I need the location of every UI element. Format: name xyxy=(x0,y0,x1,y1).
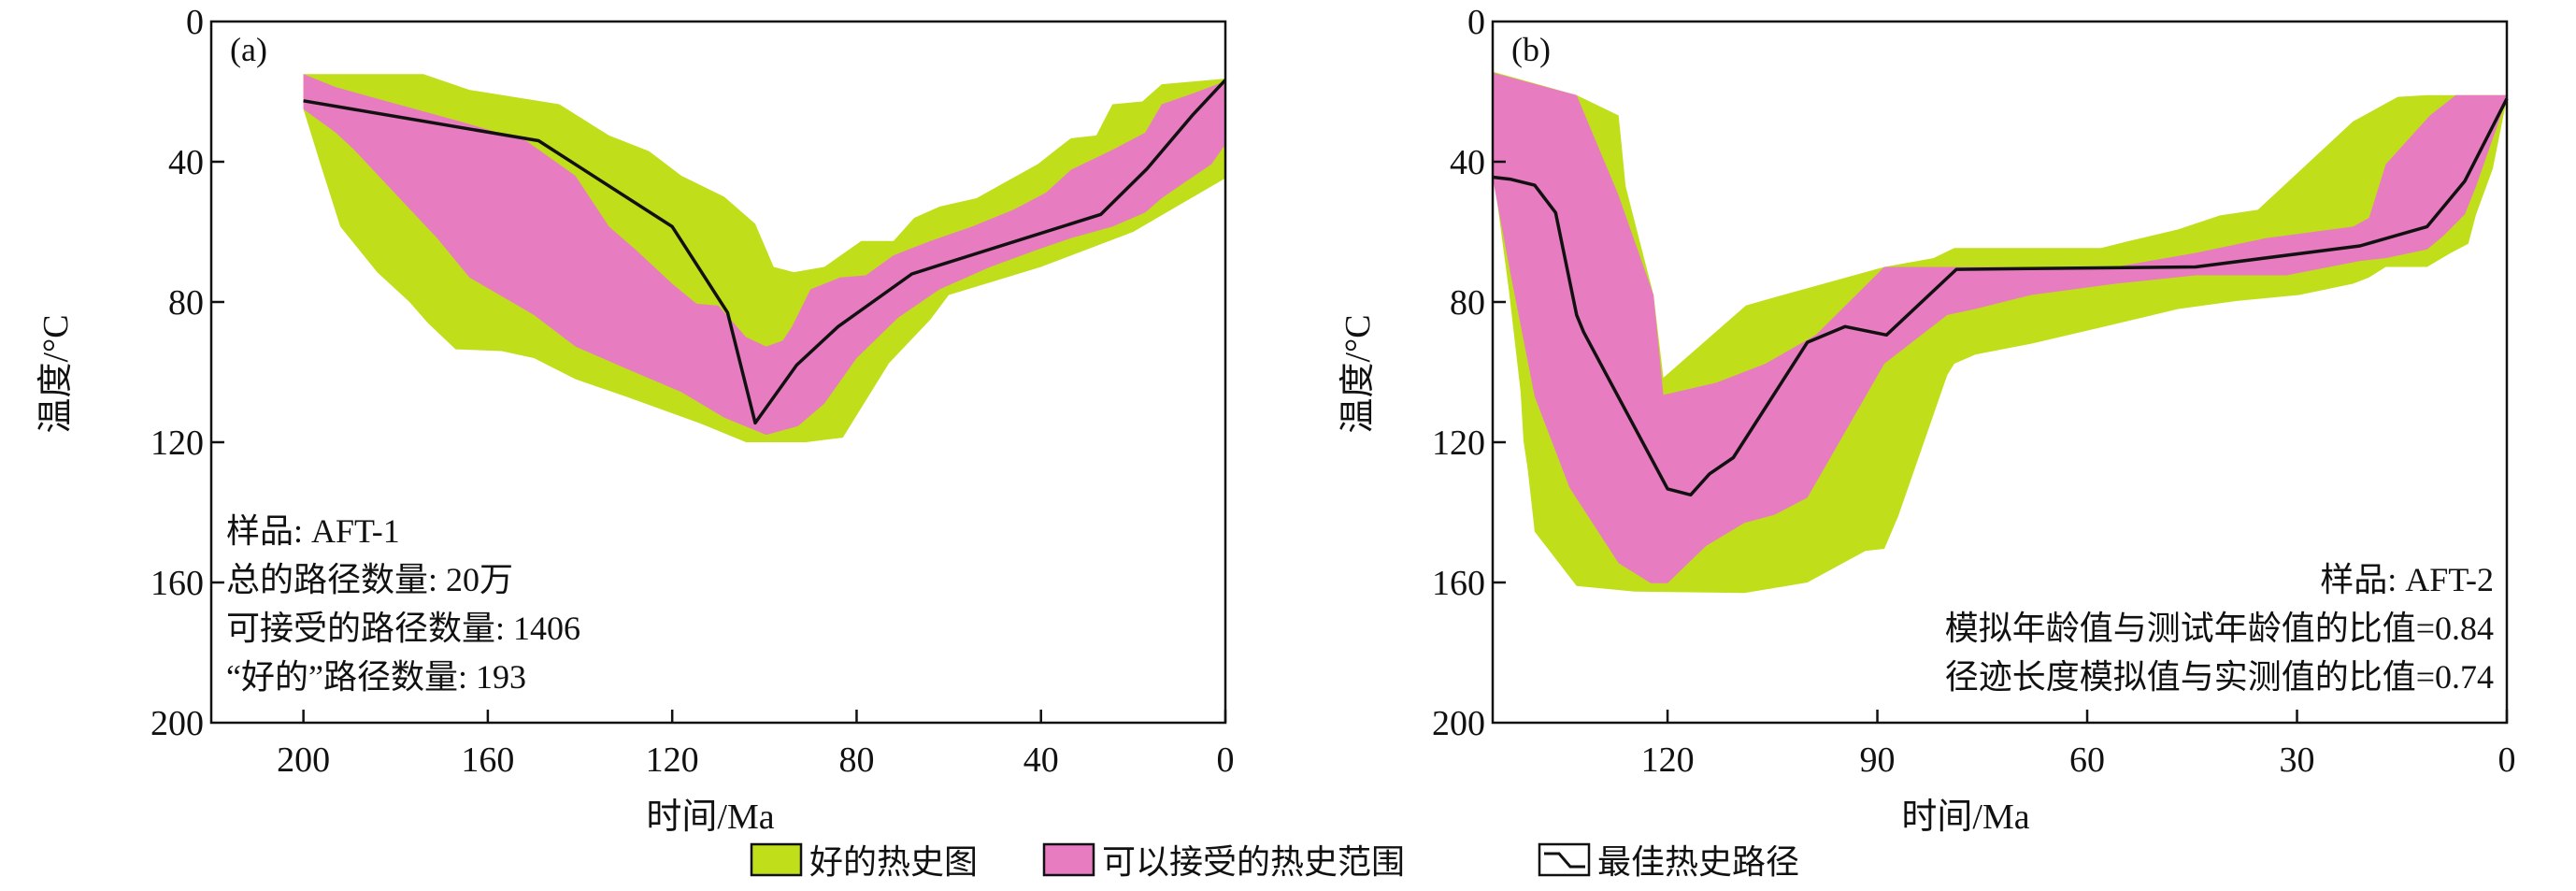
legend-best-path-icon xyxy=(1544,852,1585,869)
y-tick-label: 80 xyxy=(1450,283,1485,323)
annotation-text: 总的路径数量: 20万 xyxy=(226,561,513,598)
annotation-text: 模拟年龄值与测试年龄值的比值=0.84 xyxy=(1945,610,2494,647)
panel-label: (b) xyxy=(1511,31,1551,68)
x-tick-label: 160 xyxy=(461,740,514,780)
y-axis-label: 温度/°C xyxy=(1338,314,1378,433)
y-tick-label: 160 xyxy=(1432,564,1485,603)
x-axis-label: 时间/Ma xyxy=(1901,798,2029,837)
panel-a: 200 160 120 80 40 0 0 40 80 120 160 200 时间/Ma 温度/°C (a… xyxy=(36,3,1235,837)
acceptable-envelope-area xyxy=(303,74,1226,436)
y-tick-label: 0 xyxy=(1467,3,1485,42)
legend-label-acceptable: 可以接受的热史范围 xyxy=(1102,843,1405,881)
y-tick-label: 200 xyxy=(1432,704,1485,743)
y-axis-label: 温度/°C xyxy=(36,314,76,433)
annotation-text: 径迹长度模拟值与实测值的比值=0.74 xyxy=(1945,658,2494,696)
acceptable-envelope-area xyxy=(1493,72,2507,583)
y-tick-label: 0 xyxy=(186,3,204,42)
legend: 好的热史图 可以接受的热史范围 最佳热史路径 xyxy=(750,842,1799,881)
x-tick-label: 0 xyxy=(1217,740,1235,780)
best-path-line xyxy=(303,79,1227,425)
annotation-text: 样品: AFT-2 xyxy=(2320,561,2494,598)
legend-swatch-good xyxy=(750,842,803,877)
x-tick-label: 120 xyxy=(646,740,699,780)
x-tick-label: 40 xyxy=(1023,740,1059,780)
panel-b: 120 90 60 30 0 0 40 80 120 160 200 时间/Ma 温度/°C (b) 样品:… xyxy=(1338,3,2516,837)
y-tick-label: 120 xyxy=(1432,424,1485,463)
annotation-text: 样品: AFT-1 xyxy=(226,512,400,550)
x-tick-label: 80 xyxy=(838,740,874,780)
plot-frame xyxy=(209,20,1227,725)
y-tick-label: 40 xyxy=(168,143,204,182)
y-tick-label: 120 xyxy=(150,424,204,463)
y-tick-label: 160 xyxy=(150,564,204,603)
panel-label: (a) xyxy=(230,31,267,68)
x-tick-label: 60 xyxy=(2069,740,2105,780)
annotation-text: “好的”路径数量: 193 xyxy=(226,658,526,696)
legend-label-good: 好的热史图 xyxy=(809,843,978,881)
x-tick-label: 120 xyxy=(1641,740,1695,780)
plot-frame xyxy=(1491,20,2509,725)
y-tick-label: 200 xyxy=(150,704,204,743)
annotation-text: 可接受的路径数量: 1406 xyxy=(226,610,580,647)
y-tick-label: 40 xyxy=(1450,143,1485,182)
y-tick-label: 80 xyxy=(168,283,204,323)
x-tick-label: 0 xyxy=(2498,740,2516,780)
x-axis-label: 时间/Ma xyxy=(646,798,774,837)
x-tick-label: 90 xyxy=(1860,740,1896,780)
x-tick-label: 30 xyxy=(2280,740,2315,780)
legend-swatch-acceptable xyxy=(1042,842,1095,877)
x-tick-label: 200 xyxy=(277,740,330,780)
best-path-line xyxy=(1492,97,2509,497)
legend-label-best: 最佳热史路径 xyxy=(1597,843,1799,881)
